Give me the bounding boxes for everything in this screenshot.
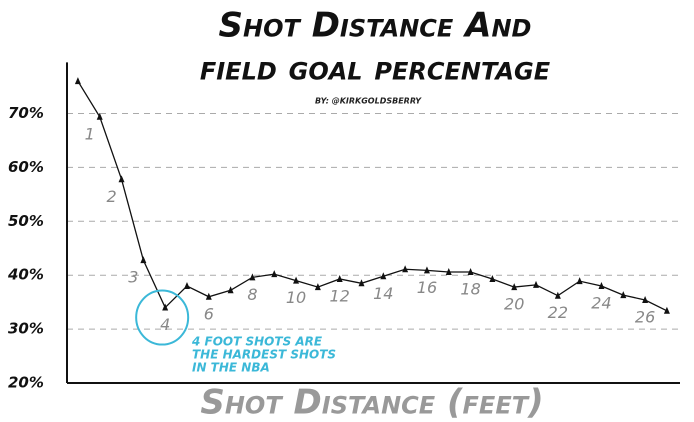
x-tick-label: 8 bbox=[247, 285, 257, 304]
annotation-circle bbox=[135, 289, 190, 346]
data-point bbox=[554, 291, 561, 299]
x-tick-label: 24 bbox=[591, 293, 611, 312]
data-point bbox=[271, 270, 278, 278]
data-point bbox=[227, 286, 234, 294]
x-tick-label: 3 bbox=[128, 268, 138, 287]
data-point bbox=[380, 272, 387, 280]
data-point bbox=[511, 283, 518, 291]
data-point bbox=[576, 277, 583, 285]
data-point bbox=[336, 274, 343, 282]
chart-title: field goal percentage bbox=[200, 49, 551, 89]
data-point bbox=[489, 274, 496, 282]
data-point bbox=[162, 303, 169, 311]
data-point bbox=[467, 267, 474, 275]
data-point bbox=[74, 77, 81, 85]
y-tick-label: 70% bbox=[8, 104, 44, 122]
data-point bbox=[314, 283, 321, 291]
x-tick-label: 2 bbox=[106, 187, 116, 206]
y-tick-label: 60% bbox=[8, 158, 44, 176]
chart-title: Shot Distance And bbox=[219, 6, 532, 46]
data-point bbox=[183, 281, 190, 289]
x-axis-label: Shot Distance (feet) bbox=[200, 383, 543, 422]
y-tick-label: 20% bbox=[8, 374, 44, 392]
annotation: 4 FOOT SHOTS ARE bbox=[191, 335, 323, 349]
annotation: THE HARDEST SHOTS bbox=[192, 348, 336, 362]
data-point bbox=[249, 273, 256, 281]
data-point bbox=[118, 175, 125, 183]
data-point bbox=[96, 112, 103, 120]
data-point bbox=[445, 267, 452, 275]
data-point bbox=[533, 280, 540, 288]
y-tick-label: 30% bbox=[8, 320, 44, 338]
x-tick-label: 4 bbox=[160, 315, 170, 334]
data-point bbox=[140, 256, 147, 264]
data-point bbox=[642, 295, 649, 303]
data-point bbox=[423, 266, 430, 274]
x-tick-label: 6 bbox=[204, 304, 214, 323]
subtitle: BY: @KIRKGOLDSBERRY bbox=[315, 97, 422, 106]
data-point bbox=[293, 276, 300, 284]
data-point bbox=[402, 265, 409, 273]
x-tick-label: 26 bbox=[635, 307, 655, 326]
x-tick-label: 20 bbox=[504, 295, 524, 314]
data-point bbox=[620, 291, 627, 299]
y-tick-label: 50% bbox=[8, 212, 44, 230]
x-tick-label: 12 bbox=[330, 286, 350, 305]
x-tick-label: 10 bbox=[286, 288, 306, 307]
x-tick-label: 1 bbox=[85, 124, 95, 143]
x-tick-label: 18 bbox=[460, 279, 480, 298]
y-tick-label: 40% bbox=[7, 266, 44, 284]
data-point bbox=[663, 306, 670, 314]
x-tick-label: 16 bbox=[417, 278, 437, 297]
x-tick-label: 22 bbox=[548, 303, 568, 322]
data-point bbox=[598, 281, 605, 289]
data-point bbox=[205, 292, 212, 300]
data-point bbox=[358, 279, 365, 287]
annotation: IN THE NBA bbox=[192, 361, 270, 375]
x-tick-label: 14 bbox=[373, 284, 393, 303]
series-line bbox=[77, 80, 668, 312]
